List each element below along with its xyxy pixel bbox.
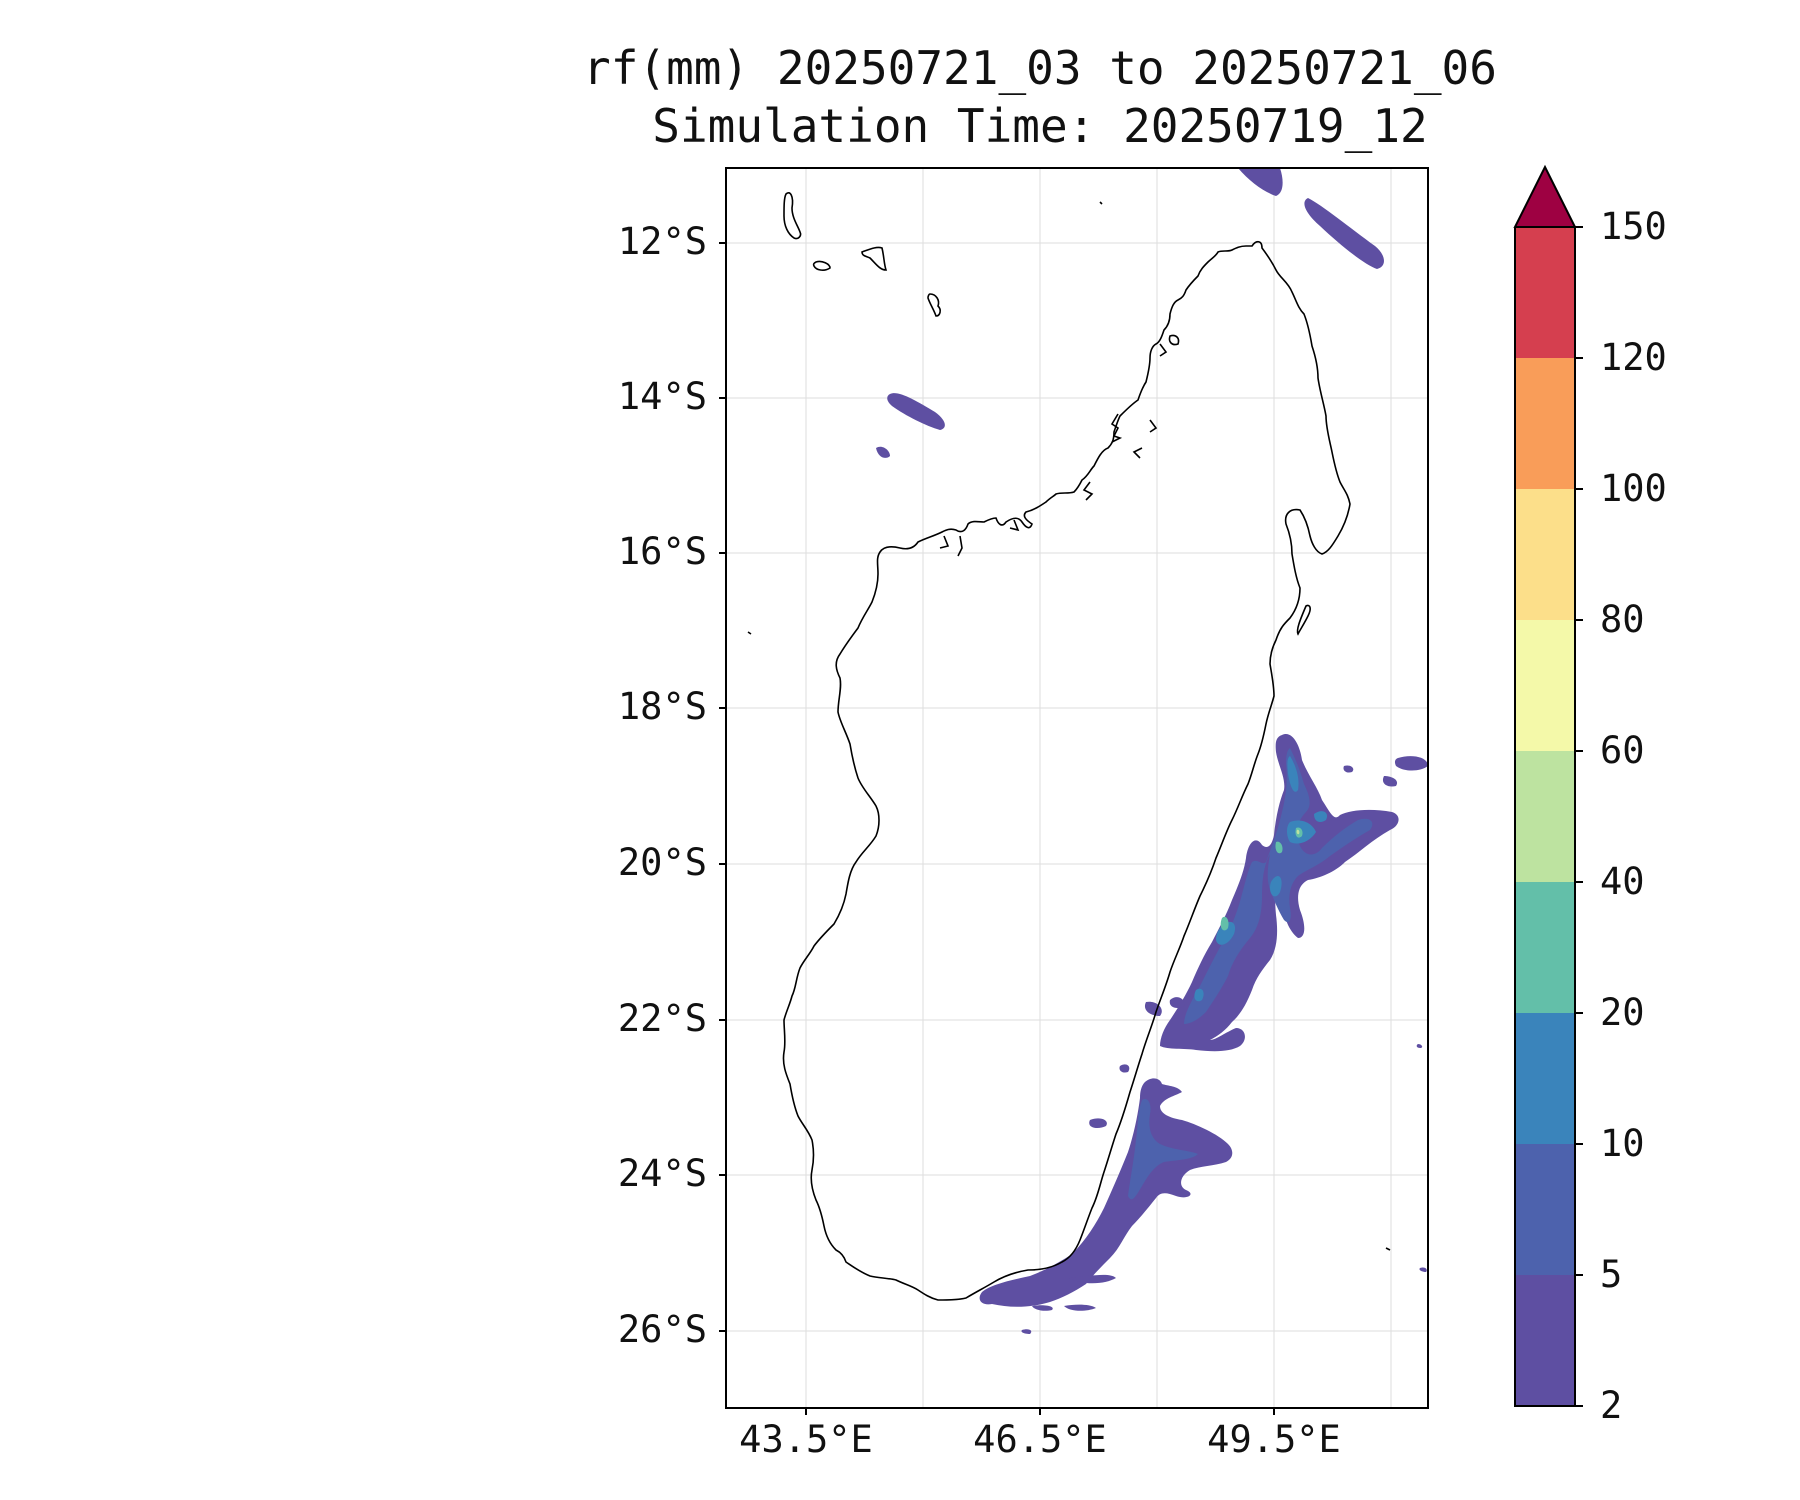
colorbar-bin-20-40 xyxy=(1515,882,1575,1013)
island-sainte-marie xyxy=(1296,604,1311,636)
island-grande-comore xyxy=(783,192,802,240)
lat-label-26s: 26°S xyxy=(617,1308,707,1351)
rainfall-field xyxy=(876,168,1428,1334)
colorbar-label-120: 120 xyxy=(1600,336,1667,379)
island-juan-de-nova xyxy=(747,631,752,635)
colorbar-label-20: 20 xyxy=(1600,991,1645,1034)
colorbar-label-150: 150 xyxy=(1600,205,1667,248)
rain-band-top xyxy=(1238,168,1283,196)
rain-system-south-5-10 xyxy=(1128,1098,1198,1200)
colorbar-bin-100-120 xyxy=(1515,358,1575,489)
colorbar-label-10: 10 xyxy=(1600,1122,1645,1165)
colorbar-bin-2-5 xyxy=(1515,1275,1575,1406)
colorbar-ticks xyxy=(1575,226,1583,1407)
lat-label-24s: 24°S xyxy=(617,1152,707,1195)
colorbar-extend-arrow xyxy=(1513,164,1577,228)
rain-system-south-outer xyxy=(979,1078,1233,1307)
colorbar xyxy=(1513,164,1583,1407)
rain-blob-northwest xyxy=(876,446,890,458)
colorbar-outline xyxy=(1514,227,1576,1407)
island-moheli xyxy=(812,260,831,271)
colorbar-label-100: 100 xyxy=(1600,467,1667,510)
colorbar-label-2: 2 xyxy=(1600,1384,1623,1427)
coastline xyxy=(747,192,1391,1301)
island-glorioso xyxy=(1099,201,1103,205)
island-nosy-be xyxy=(1168,334,1180,346)
lat-label-22s: 22°S xyxy=(617,997,707,1040)
map-gridlines xyxy=(726,168,1428,1408)
rain-cell-40-60 xyxy=(1296,829,1300,835)
colorbar-label-40: 40 xyxy=(1600,860,1645,903)
colorbar-label-80: 80 xyxy=(1600,598,1645,641)
colorbar-label-5: 5 xyxy=(1600,1253,1623,1296)
map-frame xyxy=(725,167,1429,1409)
rain-band-northeast xyxy=(1304,198,1384,269)
rain-band-northwest xyxy=(887,393,945,430)
colorbar-bin-10-20 xyxy=(1515,1013,1575,1144)
coast-detail-northwest xyxy=(939,343,1168,557)
axis-ticks xyxy=(719,242,1275,1415)
colorbar-bin-120-150 xyxy=(1515,227,1575,358)
island-east-south xyxy=(1385,1247,1391,1251)
rain-system-10-20 xyxy=(1194,756,1328,1002)
chart-title: rf(mm) 20250721_03 to 20250721_06 xyxy=(583,41,1497,95)
lon-label-49-5e: 49.5°E xyxy=(1207,1418,1341,1461)
island-mayotte xyxy=(927,293,941,317)
lon-label-43-5e: 43.5°E xyxy=(739,1418,873,1461)
rain-southwest-coast-fragment xyxy=(1021,1305,1053,1334)
lat-label-20s: 20°S xyxy=(617,841,707,884)
colorbar-bin-40-60 xyxy=(1515,751,1575,882)
lat-label-18s: 18°S xyxy=(617,685,707,728)
lat-label-12s: 12°S xyxy=(617,220,707,263)
colorbar-bin-60-80 xyxy=(1515,620,1575,751)
madagascar-coastline xyxy=(782,240,1351,1301)
colorbar-bin-5-10 xyxy=(1515,1144,1575,1275)
colorbar-label-60: 60 xyxy=(1600,729,1645,772)
colorbar-bin-80-100 xyxy=(1515,489,1575,620)
lon-label-46-5e: 46.5°E xyxy=(973,1418,1107,1461)
island-anjouan xyxy=(861,246,888,271)
lat-label-14s: 14°S xyxy=(617,375,707,418)
rain-south-fragments xyxy=(1064,997,1185,1311)
chart-subtitle: Simulation Time: 20250719_12 xyxy=(652,99,1428,153)
lat-label-16s: 16°S xyxy=(617,530,707,573)
